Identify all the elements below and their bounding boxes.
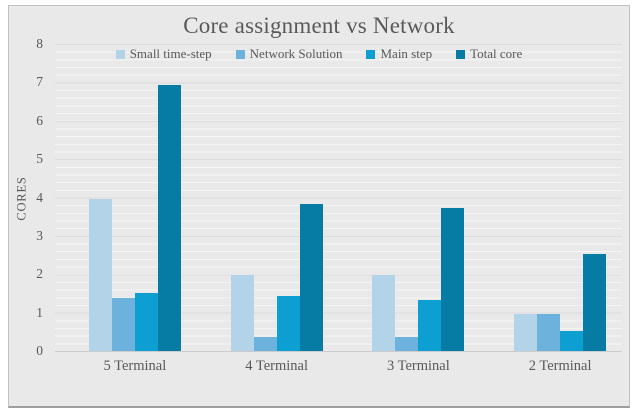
legend-label: Network Solution — [249, 46, 343, 61]
legend-item-small-time-step: Small time-step — [115, 46, 212, 62]
legend-swatch-small-time-step — [115, 49, 125, 59]
bar-main-step-5-terminal — [134, 292, 158, 352]
legend-swatch-main-step — [366, 49, 376, 59]
category-5-terminal — [55, 44, 197, 352]
category-4-terminal — [197, 44, 339, 352]
bar-network-solution-3-terminal — [395, 336, 419, 352]
bar-main-step-4-terminal — [276, 296, 300, 352]
legend-label: Main step — [380, 46, 433, 61]
y-tick-8: 8 — [36, 36, 43, 51]
bar-total-core-2-terminal — [583, 254, 607, 352]
bar-group-3-terminal — [372, 208, 465, 352]
chart-frame: Core assignment vs Network Small time-st… — [8, 5, 630, 408]
bar-small-time-step-3-terminal — [372, 275, 396, 352]
legend-swatch-network-solution — [235, 49, 245, 59]
bar-small-time-step-2-terminal — [514, 313, 538, 352]
plot-area — [55, 44, 622, 352]
legend-label: Total core — [470, 46, 523, 61]
y-tick-1: 1 — [36, 304, 43, 320]
y-tick-6: 6 — [36, 112, 43, 128]
legend-swatch-total-core — [456, 49, 466, 59]
bar-network-solution-4-terminal — [253, 336, 277, 352]
bar-main-step-3-terminal — [418, 300, 442, 352]
y-tick-7: 7 — [36, 74, 43, 90]
bar-total-core-4-terminal — [299, 204, 323, 352]
bar-group-2-terminal — [514, 254, 607, 352]
x-label-2-terminal: 2 Terminal — [528, 358, 592, 374]
y-axis-ticks: 0 1 2 3 4 5 6 7 8 — [9, 6, 49, 406]
bar-small-time-step-4-terminal — [230, 275, 254, 352]
legend-item-main-step: Main step — [366, 46, 432, 62]
bar-group-5-terminal — [88, 85, 181, 352]
y-tick-4: 4 — [36, 189, 43, 205]
category-3-terminal — [339, 44, 481, 352]
legend-label: Small time-step — [129, 46, 212, 61]
bar-small-time-step-5-terminal — [88, 198, 112, 352]
y-tick-2: 2 — [36, 266, 43, 282]
bar-network-solution-2-terminal — [537, 313, 561, 352]
legend-item-total-core: Total core — [456, 46, 522, 62]
x-axis-labels: 5 Terminal 4 Terminal 3 Terminal 2 Terminal — [55, 358, 622, 375]
bar-main-step-2-terminal — [560, 330, 584, 352]
x-label-3-terminal: 3 Terminal — [387, 358, 450, 374]
chart-title: Core assignment vs Network — [183, 13, 455, 38]
bar-total-core-5-terminal — [157, 85, 181, 352]
category-2-terminal — [480, 44, 622, 352]
x-label-5-terminal: 5 Terminal — [103, 358, 167, 374]
x-label-4-terminal: 4 Terminal — [245, 358, 308, 374]
legend: Small time-step Network Solution Main step… — [9, 46, 629, 62]
y-tick-0: 0 — [36, 343, 43, 358]
y-tick-3: 3 — [36, 227, 43, 243]
y-tick-5: 5 — [36, 151, 43, 167]
bar-network-solution-5-terminal — [111, 298, 135, 352]
bar-group-4-terminal — [230, 204, 323, 352]
legend-item-network-solution: Network Solution — [235, 46, 343, 62]
bar-total-core-3-terminal — [441, 208, 465, 352]
